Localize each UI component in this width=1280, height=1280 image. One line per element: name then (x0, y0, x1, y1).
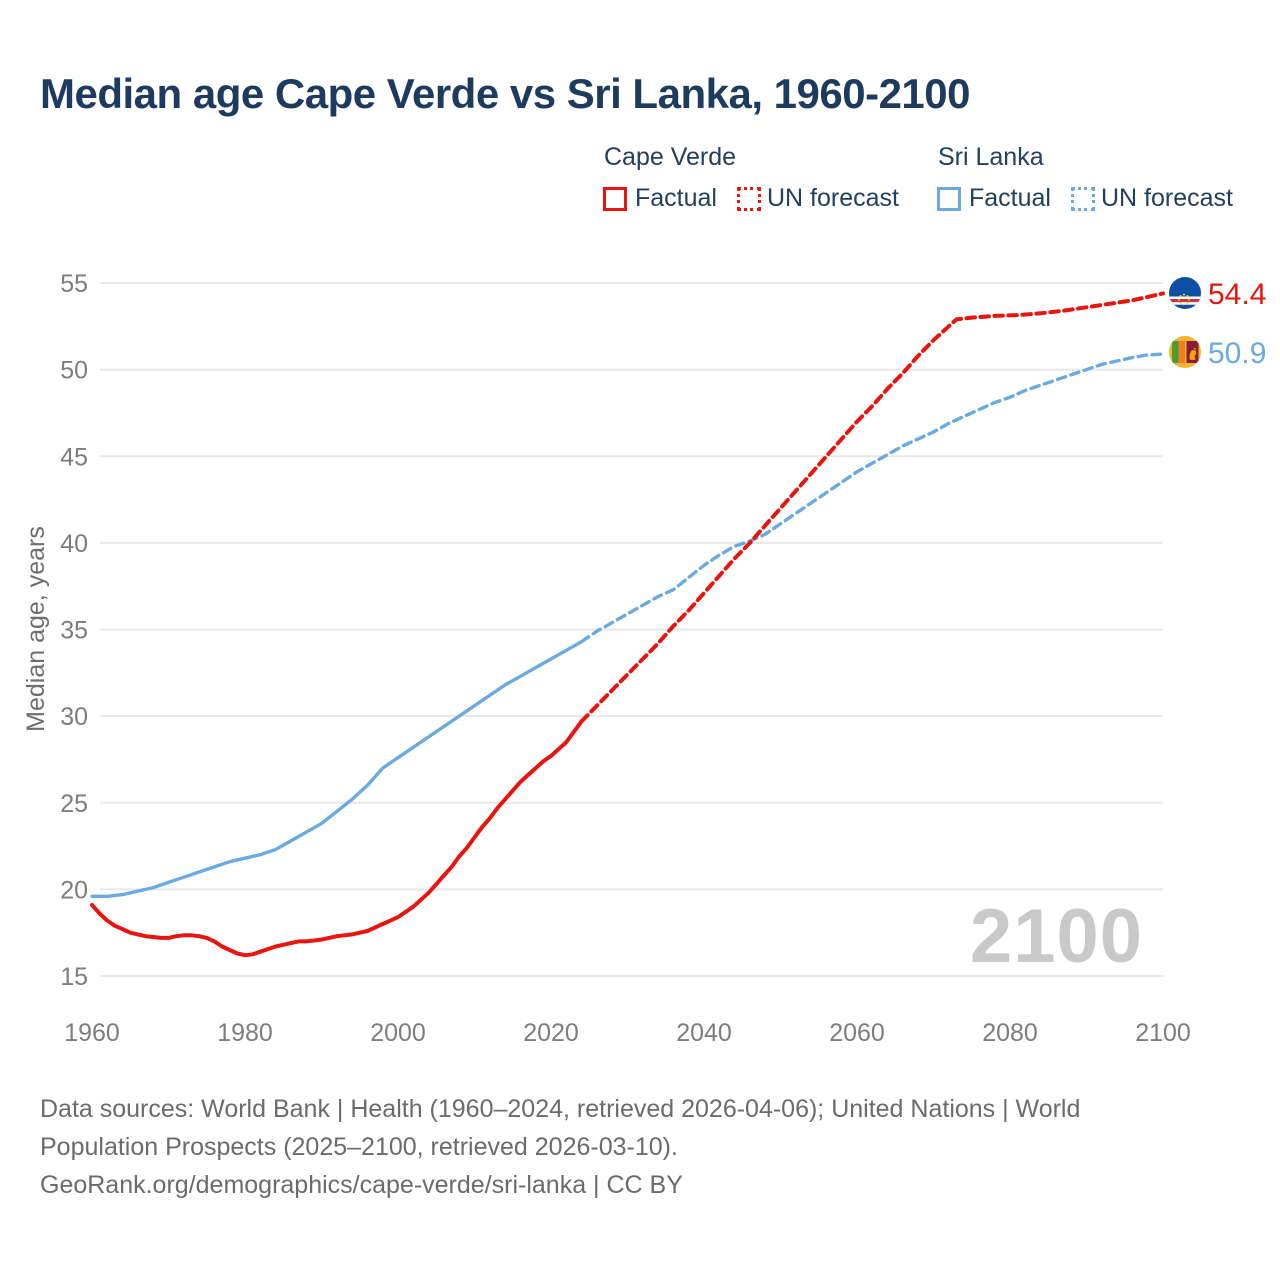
legend-header-sri-lanka: Sri Lanka (938, 143, 1044, 171)
watermark-year: 2100 (969, 894, 1143, 979)
series-line (90, 719, 584, 958)
cape-verde-flag-icon (1169, 277, 1201, 309)
cape-verde-forecast-swatch-icon (736, 186, 761, 211)
sri-lanka-forecast-swatch-icon (1070, 186, 1095, 211)
series-line (90, 639, 584, 898)
sri-lanka-end-value: 50.9 (1208, 337, 1267, 370)
y-tick-label: 45 (60, 443, 88, 471)
sri-lanka-factual-swatch-icon (937, 186, 961, 211)
cape-verde-end-value: 54.4 (1208, 278, 1267, 311)
x-tick-label: 2080 (982, 1019, 1038, 1047)
x-tick-label: 2020 (523, 1019, 579, 1047)
x-tick-label: 2060 (829, 1019, 885, 1047)
x-tick-label: 2040 (676, 1019, 732, 1047)
y-tick-label: 15 (60, 963, 88, 991)
y-tick-label: 50 (60, 357, 88, 385)
legend-header-cape-verde: Cape Verde (604, 143, 737, 171)
legend-label-cape-verde-forecast: UN forecast (766, 184, 899, 212)
x-tick-label: 1980 (217, 1019, 273, 1047)
series-line (579, 291, 1165, 724)
y-tick-label: 35 (60, 617, 88, 645)
series-line (579, 352, 1165, 644)
footer-attribution-link: GeoRank.org/demographics/cape-verde/sri-… (40, 1171, 683, 1199)
page-title: Median age Cape Verde vs Sri Lanka, 1960… (40, 70, 971, 117)
x-tick-label: 2000 (370, 1019, 426, 1047)
x-tick-label: 2100 (1135, 1019, 1191, 1047)
y-tick-label: 55 (60, 270, 88, 298)
legend-label-cape-verde-factual: Factual (635, 184, 717, 212)
legend-row-sri-lanka: Factual UN forecast (937, 184, 1233, 213)
legend-label-sri-lanka-factual: Factual (969, 184, 1051, 212)
y-tick-label: 40 (60, 530, 88, 558)
x-tick-label: 1960 (64, 1019, 120, 1047)
y-axis-title: Median age, years (22, 526, 50, 732)
y-tick-label: 30 (60, 703, 88, 731)
footer: Data sources: World Bank | Health (1960–… (40, 1090, 1080, 1204)
footer-sources-line1: Data sources: World Bank | Health (1960–… (40, 1095, 1081, 1123)
y-tick-label: 20 (60, 876, 88, 904)
legend-row-cape-verde: Factual UN forecast (603, 184, 899, 213)
legend-label-sri-lanka-forecast: UN forecast (1100, 184, 1233, 212)
footer-sources-line2: Population Prospects (2025–2100, retriev… (40, 1133, 678, 1161)
y-tick-label: 25 (60, 790, 88, 818)
sri-lanka-flag-icon (1169, 336, 1201, 368)
cape-verde-factual-swatch-icon (603, 186, 627, 211)
